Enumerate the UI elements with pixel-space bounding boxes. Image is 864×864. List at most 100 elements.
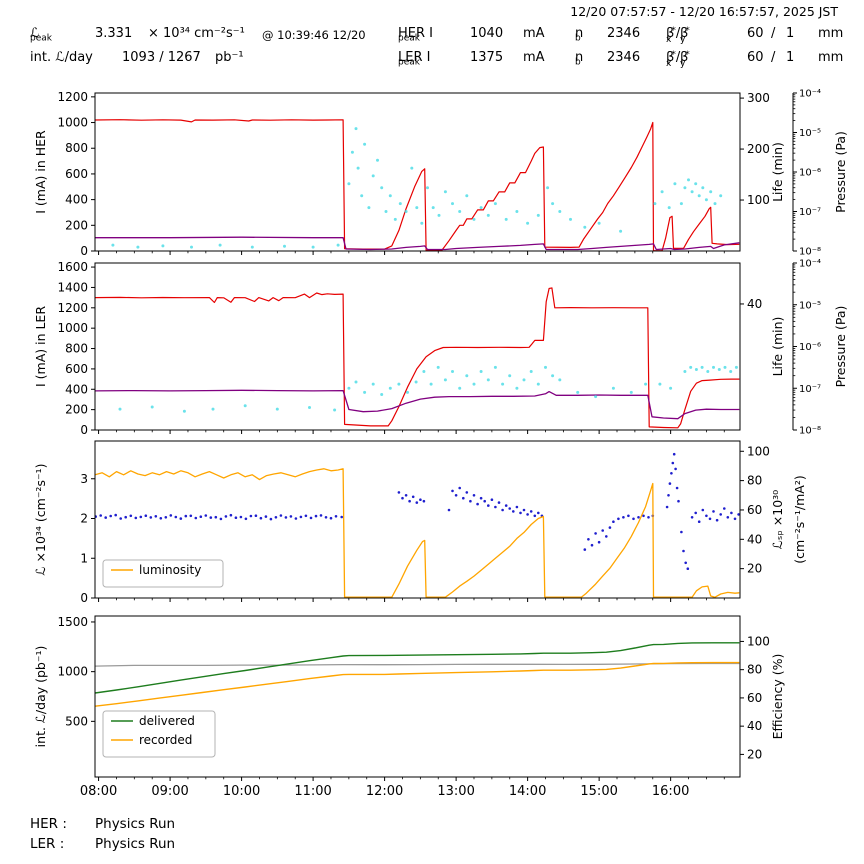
svg-text:80: 80: [747, 474, 762, 488]
svg-text:800: 800: [65, 141, 88, 155]
svg-text:1200: 1200: [57, 90, 88, 104]
svg-text:60: 60: [747, 691, 762, 705]
svg-text:200: 200: [65, 403, 88, 417]
her-betay-value: 1: [786, 26, 795, 41]
svg-text:Pressure (Pa): Pressure (Pa): [833, 306, 848, 388]
panel-her: 0 200 400 600 800 1000 1200 I (mA) in HER 100 200…: [33, 89, 848, 259]
her-current-line: [95, 119, 740, 251]
her-beta-unit: mm: [818, 26, 844, 41]
her-ipeak-unit: mA: [523, 26, 545, 41]
plot-frame: [94, 262, 741, 431]
svg-text:40: 40: [747, 719, 762, 733]
plot-frame: [94, 615, 741, 778]
svg-text:ℒ ×10³⁴ (cm⁻²s⁻¹): ℒ ×10³⁴ (cm⁻²s⁻¹): [33, 464, 48, 576]
svg-text:80: 80: [747, 663, 762, 677]
ler-run-label: LER :: [30, 836, 65, 852]
her-ipeak-value: 1040: [470, 26, 504, 41]
svg-text:200: 200: [747, 142, 770, 156]
svg-text:11:00: 11:00: [294, 784, 331, 799]
panel-lumi: 0 1 2 3 ℒ ×10³⁴ (cm⁻²s⁻¹) 20 40 60 80 100 ℒₛₚ ×10³…: [33, 440, 807, 605]
plot-frame: [94, 440, 741, 599]
svg-text:(cm⁻²s⁻¹/mA²): (cm⁻²s⁻¹/mA²): [792, 475, 807, 563]
svg-text:500: 500: [65, 714, 88, 728]
her-run-status: Physics Run: [95, 816, 176, 832]
her-pressure-scatter: [111, 127, 723, 249]
svg-text:1: 1: [80, 551, 88, 565]
luminosity-line: [95, 468, 740, 598]
svg-text:luminosity: luminosity: [139, 563, 201, 577]
svg-text:1400: 1400: [57, 280, 88, 294]
svg-text:I (mA) in LER: I (mA) in LER: [33, 306, 48, 387]
time-range: 12/20 07:57:57 - 12/20 16:57:57, 2025 JS…: [570, 4, 838, 19]
svg-text:100: 100: [747, 193, 770, 207]
svg-text:16:00: 16:00: [652, 784, 689, 799]
svg-text:15:00: 15:00: [580, 784, 617, 799]
specific-luminosity-scatter: [95, 452, 740, 570]
panel-ler: 0 200 400 600 800 1000 1200 1400 1600 I (mA) in L…: [33, 259, 848, 438]
svg-text:3: 3: [80, 472, 88, 486]
plot-frame: [94, 92, 741, 252]
svg-text:Life (min): Life (min): [770, 142, 785, 202]
ler-pressure-scatter: [118, 365, 738, 413]
her-lifetime-line: [95, 236, 740, 251]
svg-text:40: 40: [747, 297, 762, 311]
ler-beta-slash: /: [771, 50, 776, 65]
intl-label: int. ℒ/day: [30, 50, 93, 65]
svg-text:09:00: 09:00: [151, 784, 188, 799]
svg-text:10⁻⁵: 10⁻⁵: [799, 300, 821, 311]
svg-text:Life (min): Life (min): [770, 317, 785, 377]
recorded-line: [95, 661, 740, 707]
ler-ipeak-value: 1375: [470, 50, 504, 65]
svg-text:100: 100: [747, 444, 770, 458]
svg-text:400: 400: [65, 382, 88, 396]
her-nb-value: 2346: [607, 26, 641, 41]
svg-text:40: 40: [747, 532, 762, 546]
integrated-legend: delivered recorded: [102, 710, 216, 758]
svg-text:10⁻⁴: 10⁻⁴: [799, 89, 821, 100]
svg-text:10⁻⁴: 10⁻⁴: [799, 259, 821, 270]
svg-text:10⁻⁵: 10⁻⁵: [799, 128, 821, 139]
svg-text:10⁻⁸: 10⁻⁸: [799, 426, 821, 437]
svg-text:10⁻⁷: 10⁻⁷: [799, 384, 821, 395]
panel-integrated: 500 1000 1500 int. ℒ/day (pb⁻¹) 20 40 60 80 100E…: [33, 615, 785, 799]
svg-text:400: 400: [65, 193, 88, 207]
ler-betay-value: 1: [786, 50, 795, 65]
svg-text:20: 20: [747, 562, 762, 576]
svg-text:10:00: 10:00: [223, 784, 260, 799]
svg-text:800: 800: [65, 342, 88, 356]
svg-text:1200: 1200: [57, 301, 88, 315]
ler-beta-unit: mm: [818, 50, 844, 65]
svg-text:2: 2: [80, 512, 88, 526]
intl-unit: pb⁻¹: [215, 50, 244, 65]
svg-text:delivered: delivered: [139, 714, 195, 728]
svg-text:0: 0: [80, 244, 88, 258]
lpeak-value: 3.331: [95, 26, 133, 41]
lpeak-unit: × 10³⁴ cm⁻²s⁻¹: [148, 26, 245, 41]
ler-nb-value: 2346: [607, 50, 641, 65]
svg-text:Efficiency (%): Efficiency (%): [770, 654, 785, 740]
ler-betax-value: 60: [747, 50, 764, 65]
ler-beta-label: β x* / β y*: [666, 50, 690, 69]
svg-text:recorded: recorded: [139, 733, 192, 747]
svg-text:08:00: 08:00: [80, 784, 117, 799]
svg-text:60: 60: [747, 503, 762, 517]
svg-text:0: 0: [80, 591, 88, 605]
svg-text:1000: 1000: [57, 116, 88, 130]
svg-text:13:00: 13:00: [437, 784, 474, 799]
efficiency-line: [95, 662, 740, 667]
svg-text:I (mA) in HER: I (mA) in HER: [33, 130, 48, 214]
her-betax-value: 60: [747, 26, 764, 41]
svg-text:10⁻⁶: 10⁻⁶: [799, 342, 821, 353]
svg-text:ℒₛₚ ×10³⁰: ℒₛₚ ×10³⁰: [770, 490, 785, 549]
ler-lifetime-line: [95, 389, 740, 420]
ler-current-line: [95, 287, 740, 429]
lumi-legend: luminosity: [102, 559, 224, 588]
